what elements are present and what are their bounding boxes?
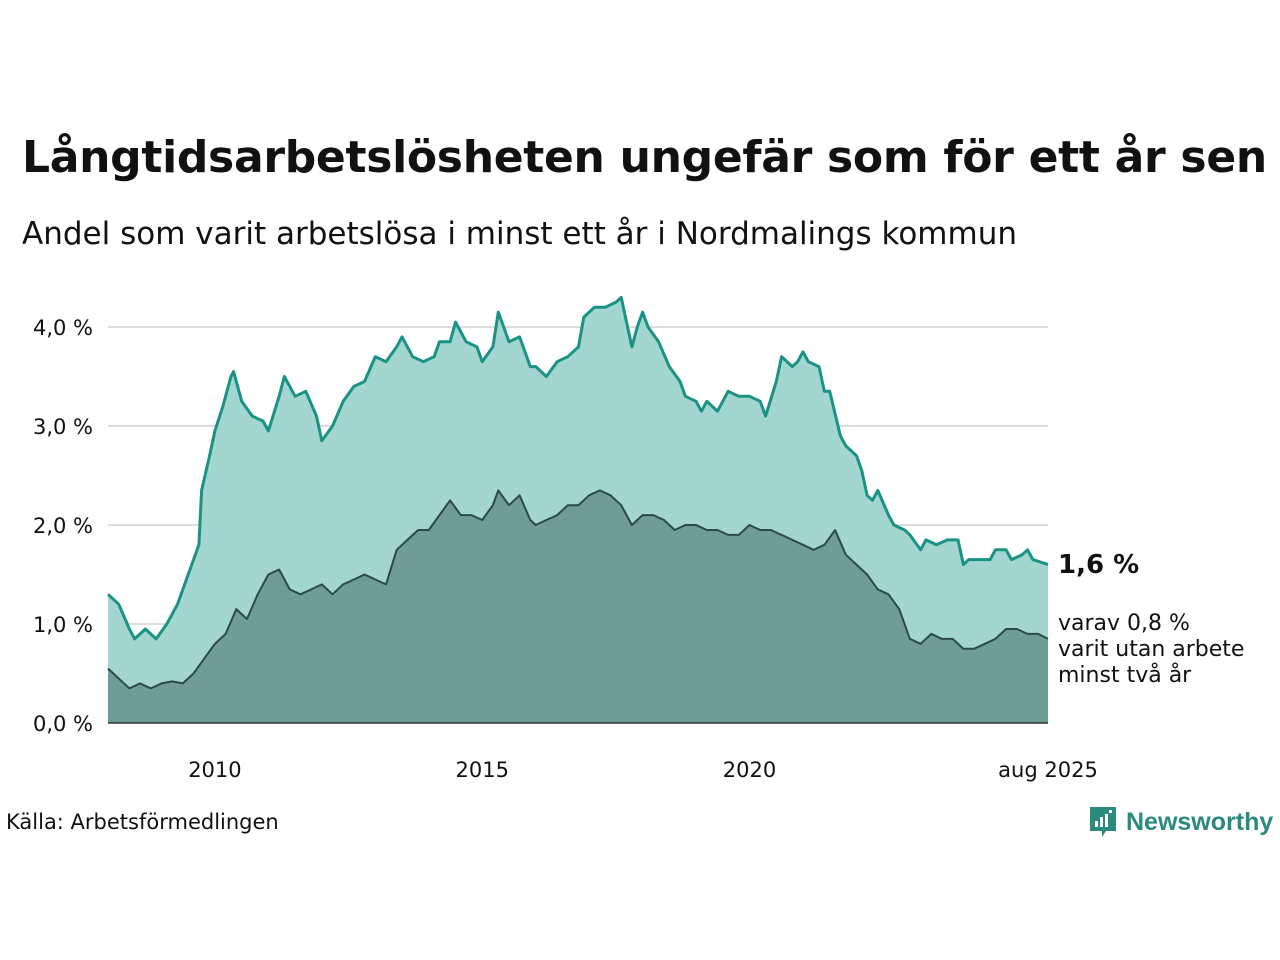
logo-text: Newsworthy xyxy=(1126,807,1274,836)
x-tick-label: 2010 xyxy=(188,758,241,782)
sub-value-label-line2: varit utan arbete xyxy=(1058,637,1244,662)
newsworthy-logo[interactable]: Newsworthy xyxy=(1088,805,1273,839)
y-axis-ticks: 0,0 % 1,0 % 2,0 % 3,0 % 4,0 % xyxy=(33,316,93,736)
x-tick-label: 2020 xyxy=(723,758,776,782)
y-tick-label: 4,0 % xyxy=(33,316,93,340)
total-value-label: 1,6 % xyxy=(1058,550,1139,580)
chart-areas xyxy=(106,295,1049,723)
y-tick-label: 3,0 % xyxy=(33,415,93,439)
sub-value-label-line3: minst två år xyxy=(1058,662,1192,688)
two-year-area xyxy=(108,490,1048,723)
x-axis-ticks: 2010 2015 2020 aug 2025 xyxy=(188,758,1098,782)
x-tick-label: aug 2025 xyxy=(998,758,1098,782)
y-tick-label: 2,0 % xyxy=(33,514,93,538)
source-note: Källa: Arbetsförmedlingen xyxy=(6,810,279,834)
two-year-line xyxy=(107,489,1049,690)
y-tick-label: 1,0 % xyxy=(33,613,93,637)
chart-subtitle: Andel som varit arbetslösa i minst ett å… xyxy=(22,216,1017,252)
newsworthy-logo-icon xyxy=(1090,807,1116,837)
chart-title: Långtidsarbetslösheten ungefär som för e… xyxy=(22,132,1267,183)
sub-value-label-line1: varav 0,8 % xyxy=(1058,611,1190,636)
y-tick-label: 0,0 % xyxy=(33,712,93,736)
x-tick-label: 2015 xyxy=(455,758,508,782)
total-line xyxy=(106,295,1049,641)
